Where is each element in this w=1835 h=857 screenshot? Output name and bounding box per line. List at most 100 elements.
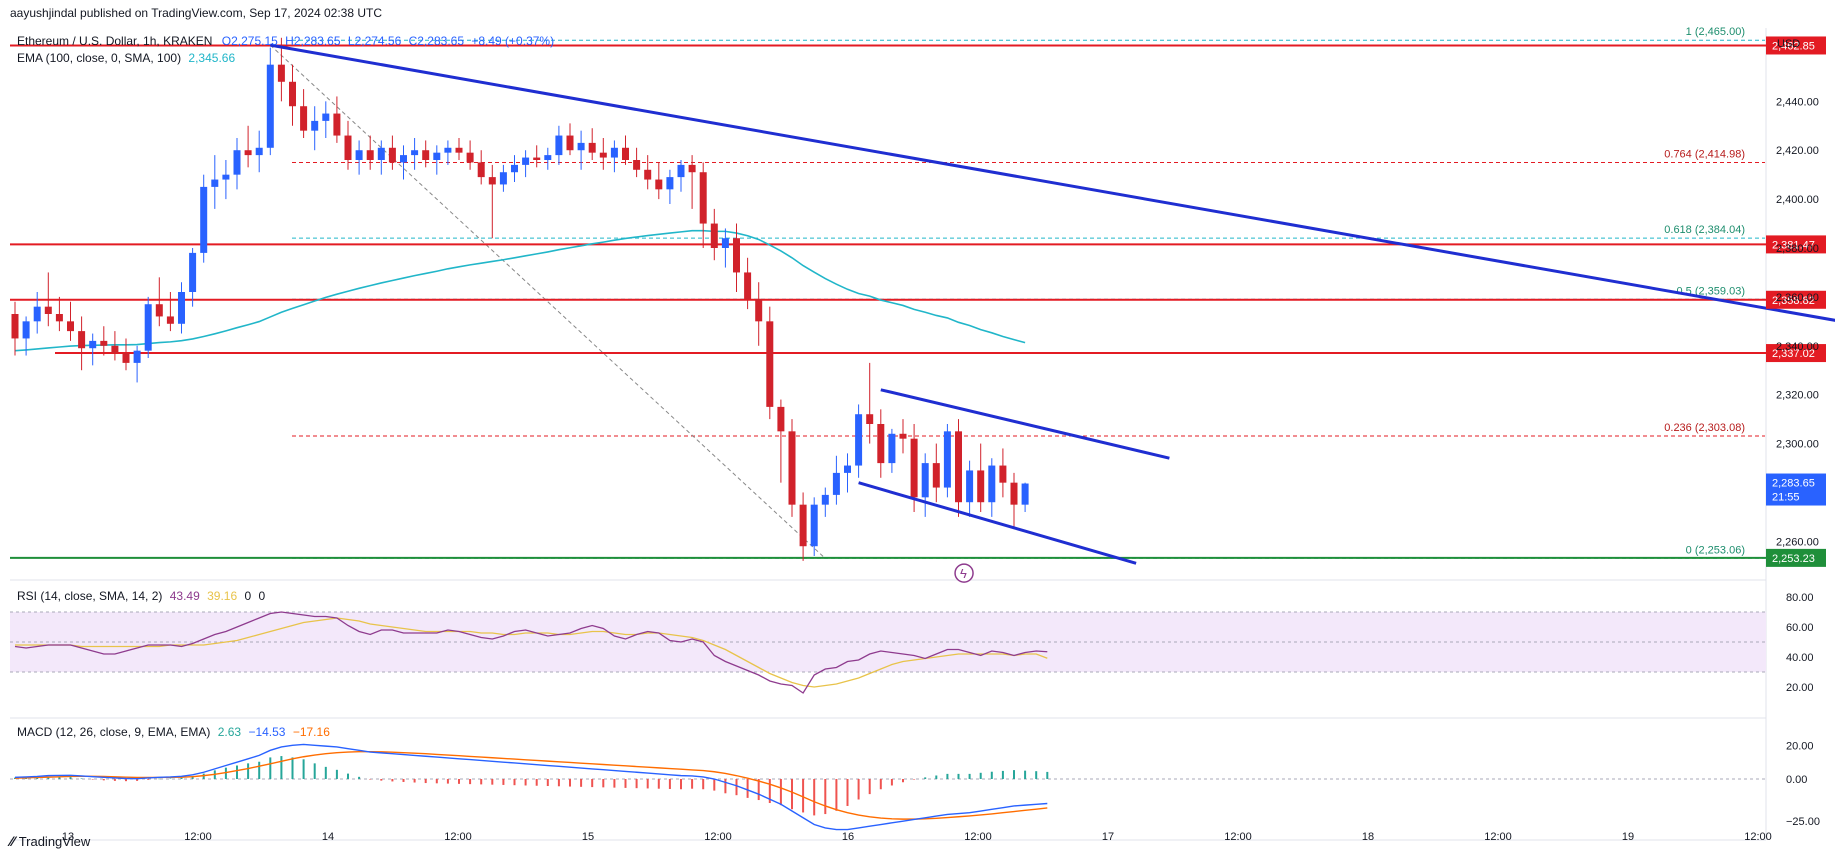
symbol-name: Ethereum / U.S. Dollar, 1h, KRAKEN bbox=[17, 34, 213, 48]
macd-histogram-bar bbox=[635, 779, 638, 789]
macd-value: −14.53 bbox=[248, 725, 286, 739]
macd-histogram-bar bbox=[524, 779, 527, 786]
macd-histogram-bar bbox=[1001, 770, 1004, 779]
candle-body bbox=[666, 177, 674, 190]
candle-body bbox=[144, 304, 152, 351]
publisher-line: aayushjindal published on TradingView.co… bbox=[10, 6, 383, 20]
time-tick: 12:00 bbox=[1224, 831, 1252, 843]
candle-body bbox=[89, 340, 97, 349]
candle-body bbox=[488, 177, 496, 185]
grid bbox=[10, 28, 1767, 841]
price-tick: 2,320.00 bbox=[1776, 390, 1819, 402]
macd-histogram-bar bbox=[136, 779, 139, 781]
candle-body bbox=[422, 150, 430, 160]
macd-histogram-bar bbox=[624, 779, 627, 788]
macd-panel bbox=[10, 743, 1766, 831]
price-axis: 2,381.47 2,358.82 2,337.02 2,462.85 2,253.23… bbox=[1766, 36, 1826, 828]
candle-body bbox=[733, 238, 740, 273]
candle-body bbox=[200, 186, 208, 253]
macd-histogram-bar bbox=[380, 779, 383, 781]
macd-histogram-bar bbox=[546, 779, 549, 787]
rsi-label: RSI (14, close, SMA, 14, 2) bbox=[17, 589, 163, 603]
trendline-0 bbox=[270, 43, 1835, 322]
ema-line bbox=[14, 229, 1026, 352]
macd-histogram-bar bbox=[58, 776, 61, 779]
fibonacci-retracement: 1 (2,465.00) 0.764 (2,414.98) 0.618 (2,384… bbox=[269, 26, 1765, 559]
macd-histogram-bar bbox=[557, 779, 560, 787]
trendline-1 bbox=[880, 388, 1170, 460]
macd-histogram-bar bbox=[335, 769, 338, 779]
macd-histogram-bar bbox=[924, 777, 927, 779]
macd-histogram-bar bbox=[1024, 770, 1027, 779]
macd-tick: 20.00 bbox=[1786, 740, 1814, 752]
candle-body bbox=[277, 64, 285, 82]
last-price-tag: 2,283.65 bbox=[1772, 478, 1815, 490]
macd-histogram-bar bbox=[813, 779, 816, 816]
time-tick: 12:00 bbox=[1484, 831, 1512, 843]
trendlines: ϟ bbox=[270, 43, 1835, 583]
ema-legend: EMA (100, close, 0, SMA, 100) 2,345.66 bbox=[17, 51, 235, 65]
candle-body bbox=[866, 414, 874, 424]
candle-body bbox=[122, 353, 130, 363]
macd-histogram-bar bbox=[691, 779, 694, 789]
candle-body bbox=[599, 152, 607, 158]
time-tick: 14 bbox=[322, 831, 334, 843]
macd-histogram-bar bbox=[946, 773, 949, 779]
macd-histogram-bar bbox=[513, 779, 516, 786]
rsi-ma-value: 39.16 bbox=[207, 589, 238, 603]
ohlc-open: O2,275.15 bbox=[221, 34, 278, 48]
macd-legend: MACD (12, 26, close, 9, EMA, EMA) 2.63 −… bbox=[17, 725, 330, 739]
macd-histogram-bar bbox=[435, 779, 438, 784]
ohlc-close: C2,283.65 bbox=[408, 34, 465, 48]
macd-histogram-bar bbox=[913, 779, 916, 780]
time-tick: 12:00 bbox=[1744, 831, 1772, 843]
macd-label: MACD (12, 26, close, 9, EMA, EMA) bbox=[17, 725, 211, 739]
macd-histogram-bar bbox=[768, 779, 771, 804]
candle-body bbox=[289, 81, 296, 107]
candlesticks bbox=[11, 37, 1029, 561]
candle-body bbox=[189, 252, 197, 292]
macd-histogram-bar bbox=[602, 779, 605, 788]
rsi-tick: 40.00 bbox=[1786, 652, 1814, 664]
event-marker-icon bbox=[954, 563, 974, 583]
tradingview-logo[interactable]: ⁄⁄ TradingView bbox=[10, 833, 90, 849]
rsi-tick: 20.00 bbox=[1786, 682, 1814, 694]
macd-histogram-bar bbox=[713, 779, 716, 791]
candle-body bbox=[78, 331, 86, 349]
candle-body bbox=[810, 504, 818, 547]
macd-histogram-bar bbox=[935, 775, 938, 779]
candle-body bbox=[155, 304, 163, 317]
candle-body bbox=[844, 465, 851, 473]
trendline-2 bbox=[858, 481, 1137, 565]
candle-body bbox=[799, 504, 807, 547]
rsi-value: 43.49 bbox=[169, 589, 200, 603]
price-tick: 2,340.00 bbox=[1776, 341, 1819, 353]
time-tick: 16 bbox=[842, 831, 854, 843]
price-tick: 2,420.00 bbox=[1776, 145, 1819, 157]
macd-histogram-bar bbox=[957, 773, 960, 779]
last-price-countdown: 21:55 bbox=[1772, 492, 1800, 504]
candle-body bbox=[744, 272, 752, 300]
signal-line bbox=[14, 750, 1048, 820]
ohlc-high: H2,283.65 bbox=[285, 34, 341, 48]
macd-histogram-bar bbox=[569, 779, 571, 787]
macd-histogram-bar bbox=[147, 779, 150, 780]
resistance-tag-bg-1 bbox=[1766, 290, 1826, 309]
price-tick: 2,440.00 bbox=[1776, 96, 1819, 108]
fib-label-4: 0.236 (2,303.08) bbox=[1664, 422, 1745, 434]
candle-body bbox=[333, 113, 341, 136]
ema-value: 2,345.66 bbox=[188, 51, 236, 65]
time-axis: 13 12:00 14 12:00 15 12:00 16 12:00 17 12:00 18 12:… bbox=[62, 831, 1772, 843]
symbol-legend: Ethereum / U.S. Dollar, 1h, KRAKEN O2,27… bbox=[17, 34, 554, 48]
macd-histogram-bar bbox=[14, 777, 16, 779]
candle-body bbox=[266, 64, 274, 148]
macd-histogram-bar bbox=[702, 779, 705, 790]
macd-hist-value: 2.63 bbox=[217, 725, 242, 739]
macd-histogram-bar bbox=[968, 773, 971, 779]
candle-body bbox=[166, 316, 174, 324]
time-tick: 19 bbox=[1622, 831, 1634, 843]
macd-histogram-bar bbox=[1013, 770, 1015, 779]
macd-histogram-bar bbox=[735, 779, 738, 796]
candle-body bbox=[943, 431, 951, 488]
